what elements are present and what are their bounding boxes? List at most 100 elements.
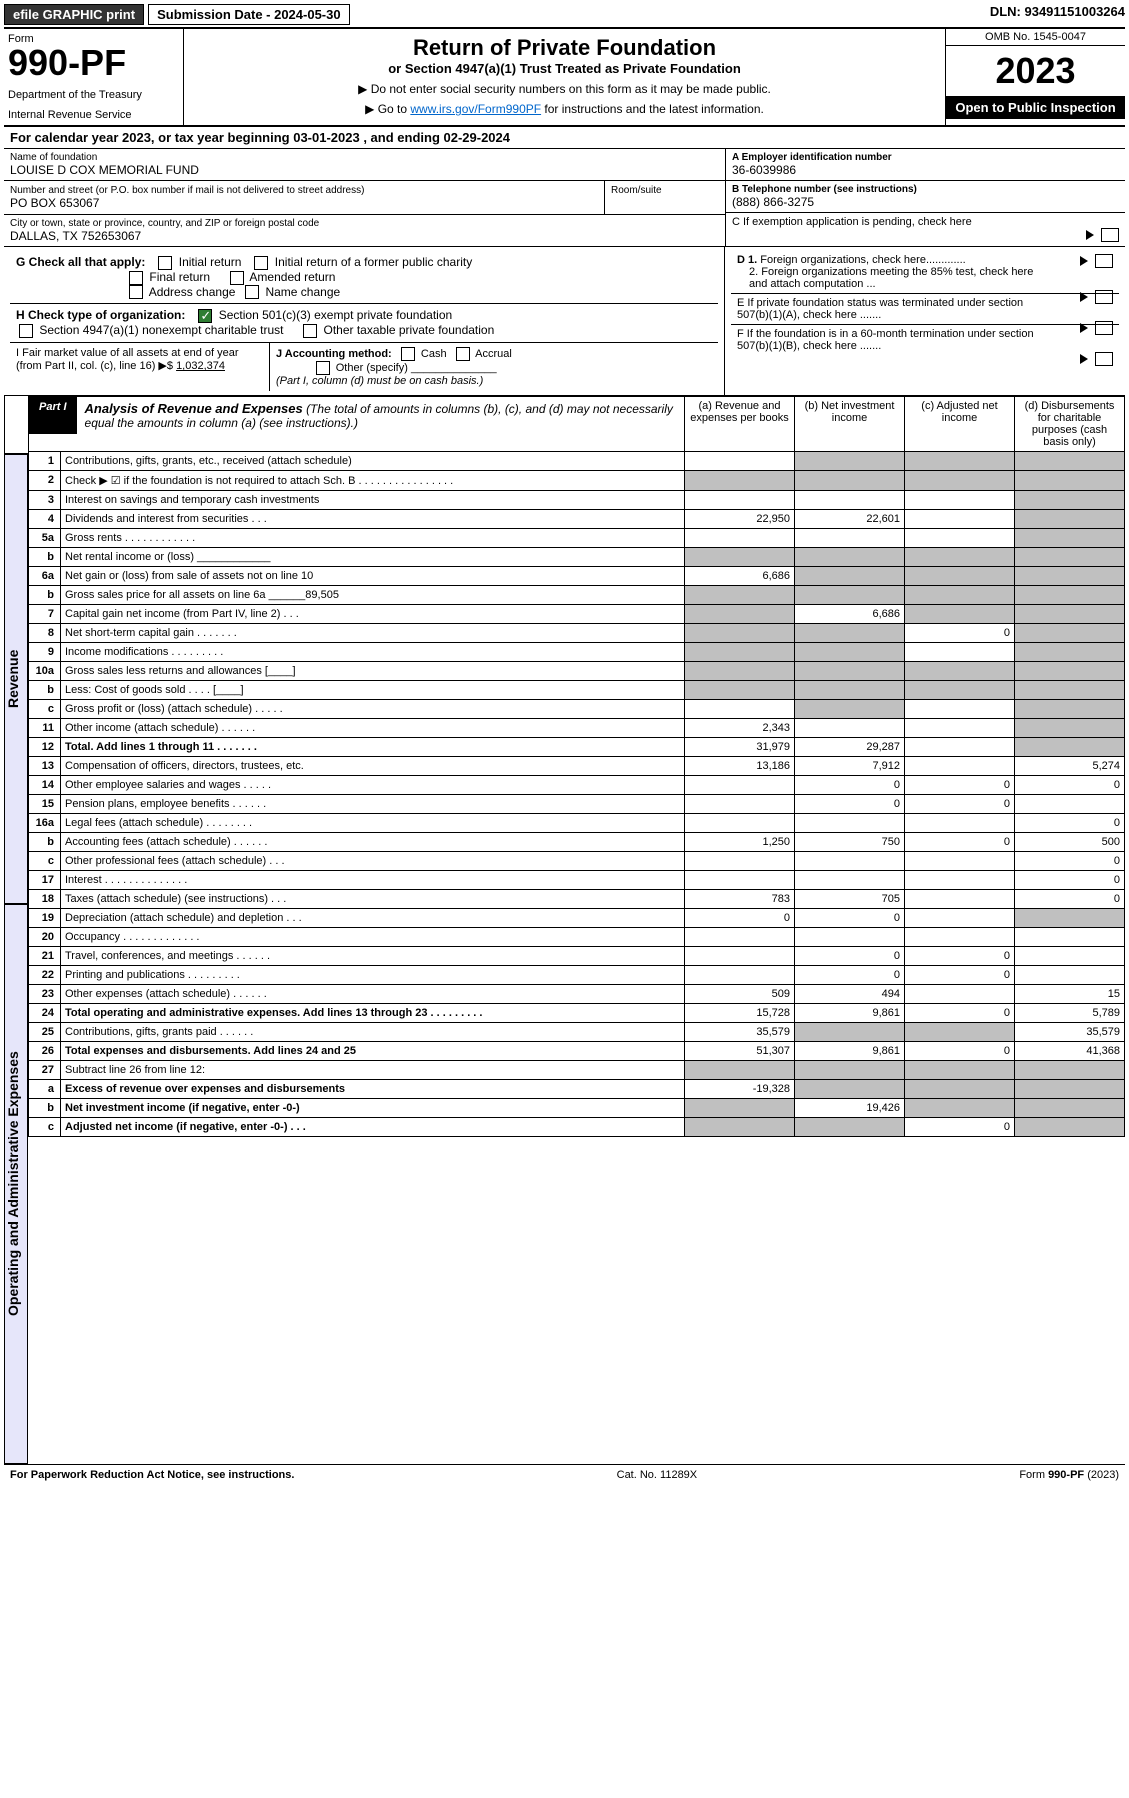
open-public: Open to Public Inspection	[946, 96, 1125, 119]
table-row: 8Net short-term capital gain . . . . . .…	[29, 624, 1125, 643]
phone: (888) 866-3275	[732, 195, 1119, 209]
table-row: 26Total expenses and disbursements. Add …	[29, 1042, 1125, 1061]
form-subtitle: or Section 4947(a)(1) Trust Treated as P…	[190, 61, 939, 76]
h-row: H Check type of organization: Section 50…	[10, 304, 718, 343]
calendar-year-row: For calendar year 2023, or tax year begi…	[4, 127, 1125, 149]
footer: For Paperwork Reduction Act Notice, see …	[4, 1464, 1125, 1485]
dln: DLN: 93491151003264	[990, 4, 1125, 25]
footer-mid: Cat. No. 11289X	[617, 1469, 698, 1481]
d1-checkbox[interactable]	[1095, 254, 1113, 268]
col-c: (c) Adjusted net income	[905, 397, 1015, 452]
table-row: 15Pension plans, employee benefits . . .…	[29, 795, 1125, 814]
room-label: Room/suite	[611, 185, 719, 196]
arrow-icon	[1080, 292, 1088, 302]
form-title: Return of Private Foundation	[190, 35, 939, 61]
cash-cb[interactable]	[401, 347, 415, 361]
subdate-btn: Submission Date - 2024-05-30	[148, 4, 350, 25]
501c3-cb[interactable]	[198, 309, 212, 323]
city: DALLAS, TX 752653067	[10, 229, 719, 243]
other-taxable-cb[interactable]	[303, 324, 317, 338]
table-row: bAccounting fees (attach schedule) . . .…	[29, 833, 1125, 852]
initial-former-cb[interactable]	[254, 256, 268, 270]
table-row: 3Interest on savings and temporary cash …	[29, 491, 1125, 510]
address: PO BOX 653067	[10, 196, 598, 210]
table-row: cGross profit or (loss) (attach schedule…	[29, 700, 1125, 719]
table-row: bLess: Cost of goods sold . . . . [____]	[29, 681, 1125, 700]
f-checkbox[interactable]	[1095, 352, 1113, 366]
name-change-cb[interactable]	[245, 285, 259, 299]
info-block: Name of foundation LOUISE D COX MEMORIAL…	[4, 149, 1125, 247]
arrow-icon	[1080, 256, 1088, 266]
table-row: 25Contributions, gifts, grants paid . . …	[29, 1023, 1125, 1042]
arrow-icon	[1086, 230, 1094, 240]
city-label: City or town, state or province, country…	[10, 218, 719, 229]
c-label: C If exemption application is pending, c…	[732, 216, 972, 228]
phone-label: B Telephone number (see instructions)	[732, 184, 1119, 195]
table-row: 16aLegal fees (attach schedule) . . . . …	[29, 814, 1125, 833]
e-label: E If private foundation status was termi…	[737, 297, 1057, 321]
omb-number: OMB No. 1545-0047	[946, 29, 1125, 46]
footer-left: For Paperwork Reduction Act Notice, see …	[10, 1469, 294, 1481]
foundation-name: LOUISE D COX MEMORIAL FUND	[10, 163, 719, 177]
table-row: 5aGross rents . . . . . . . . . . . .	[29, 529, 1125, 548]
table-row: 23Other expenses (attach schedule) . . .…	[29, 985, 1125, 1004]
table-row: 18Taxes (attach schedule) (see instructi…	[29, 890, 1125, 909]
arrow-icon	[1080, 354, 1088, 364]
e-checkbox[interactable]	[1095, 321, 1113, 335]
part1-title: Analysis of Revenue and Expenses (The to…	[77, 397, 684, 434]
ein-label: A Employer identification number	[732, 152, 1119, 163]
4947-cb[interactable]	[19, 324, 33, 338]
accrual-cb[interactable]	[456, 347, 470, 361]
table-row: 14Other employee salaries and wages . . …	[29, 776, 1125, 795]
irs-link[interactable]: www.irs.gov/Form990PF	[410, 102, 541, 116]
table-row: bNet investment income (if negative, ent…	[29, 1099, 1125, 1118]
table-row: 10aGross sales less returns and allowanc…	[29, 662, 1125, 681]
table-row: bGross sales price for all assets on lin…	[29, 586, 1125, 605]
d1-label: D 1. Foreign organizations, check here..…	[737, 254, 966, 266]
form-number: 990-PF	[8, 45, 179, 81]
table-row: 13Compensation of officers, directors, t…	[29, 757, 1125, 776]
table-row: 7Capital gain net income (from Part IV, …	[29, 605, 1125, 624]
table-row: 17Interest . . . . . . . . . . . . . .0	[29, 871, 1125, 890]
note-link: ▶ Go to www.irs.gov/Form990PF for instru…	[190, 102, 939, 116]
dept-label: Department of the Treasury	[8, 89, 179, 101]
table-row: 22Printing and publications . . . . . . …	[29, 966, 1125, 985]
table-row: 11Other income (attach schedule) . . . .…	[29, 719, 1125, 738]
part1-tab: Part I	[29, 397, 77, 434]
table-row: 19Depreciation (attach schedule) and dep…	[29, 909, 1125, 928]
form-header: Form 990-PF Department of the Treasury I…	[4, 27, 1125, 127]
ein: 36-6039986	[732, 163, 1119, 177]
table-row: 4Dividends and interest from securities …	[29, 510, 1125, 529]
d2-checkbox[interactable]	[1095, 290, 1113, 304]
part1-table: Part I Analysis of Revenue and Expenses …	[28, 396, 1125, 1137]
address-change-cb[interactable]	[129, 285, 143, 299]
note-ssn: ▶ Do not enter social security numbers o…	[190, 82, 939, 96]
col-a: (a) Revenue and expenses per books	[685, 397, 795, 452]
col-d: (d) Disbursements for charitable purpose…	[1015, 397, 1125, 452]
table-row: 24Total operating and administrative exp…	[29, 1004, 1125, 1023]
arrow-icon	[1080, 323, 1088, 333]
expenses-label: Operating and Administrative Expenses	[4, 904, 28, 1464]
top-bar: efile GRAPHIC print Submission Date - 20…	[4, 4, 1125, 25]
d2-label: 2. Foreign organizations meeting the 85%…	[749, 266, 1049, 290]
table-row: 27Subtract line 26 from line 12:	[29, 1061, 1125, 1080]
final-return-cb[interactable]	[129, 271, 143, 285]
table-row: cAdjusted net income (if negative, enter…	[29, 1118, 1125, 1137]
efile-btn[interactable]: efile GRAPHIC print	[4, 4, 144, 25]
g-row: G Check all that apply: Initial return I…	[10, 251, 718, 304]
table-row: bNet rental income or (loss) ___________…	[29, 548, 1125, 567]
table-row: 21Travel, conferences, and meetings . . …	[29, 947, 1125, 966]
footer-right: Form 990-PF (2023)	[1019, 1469, 1119, 1481]
j-note: (Part I, column (d) must be on cash basi…	[276, 375, 483, 387]
amended-cb[interactable]	[230, 271, 244, 285]
other-method-cb[interactable]	[316, 361, 330, 375]
c-checkbox[interactable]	[1101, 228, 1119, 242]
table-row: 9Income modifications . . . . . . . . .	[29, 643, 1125, 662]
addr-label: Number and street (or P.O. box number if…	[10, 185, 598, 196]
initial-return-cb[interactable]	[158, 256, 172, 270]
f-label: F If the foundation is in a 60-month ter…	[737, 328, 1057, 352]
g-h-block: G Check all that apply: Initial return I…	[4, 247, 1125, 396]
col-b: (b) Net investment income	[795, 397, 905, 452]
name-label: Name of foundation	[10, 152, 719, 163]
tax-year: 2023	[946, 46, 1125, 96]
